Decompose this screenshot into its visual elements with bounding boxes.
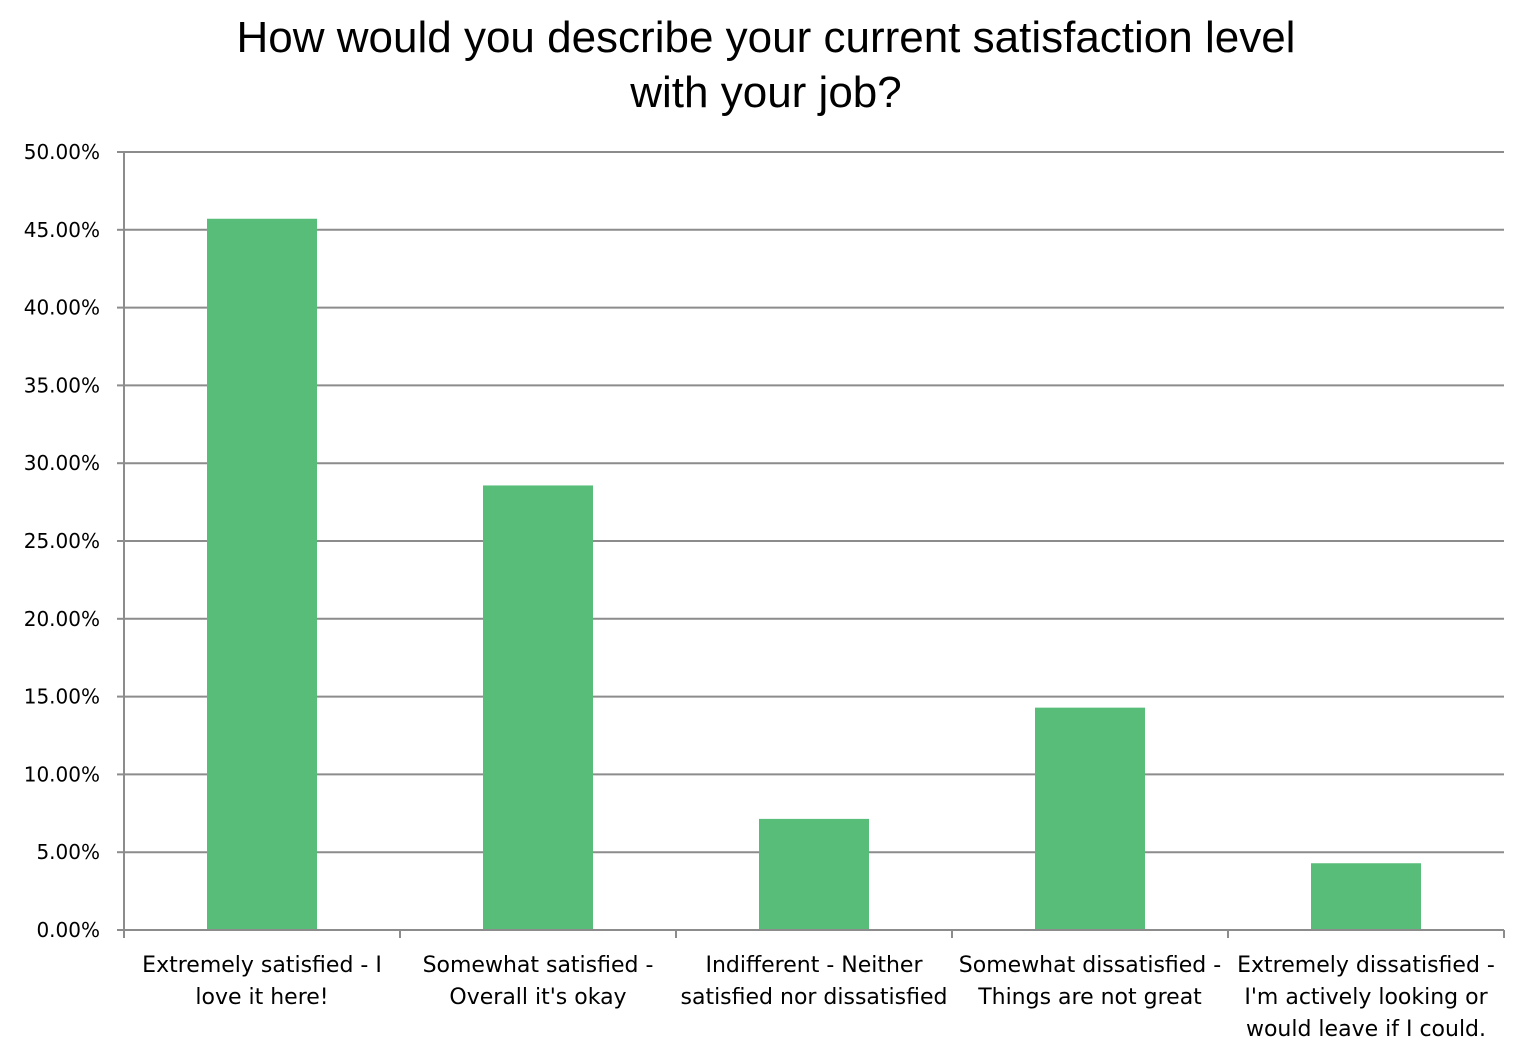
x-tick-label-line: satisfied nor dissatisfied <box>681 985 948 1010</box>
y-tick-label: 5.00% <box>36 840 100 864</box>
x-tick-label: Somewhat satisfied - Overall it's okay <box>423 953 654 1010</box>
bar <box>207 218 317 931</box>
x-tick-label-line: love it here! <box>195 985 328 1010</box>
x-tick-label-line: Things are not great <box>977 985 1202 1010</box>
x-tick-label-line: would leave if I could. <box>1246 1017 1486 1042</box>
gridlines <box>117 151 1504 931</box>
x-tick-label-line: Overall it's okay <box>449 985 626 1010</box>
bar <box>759 818 869 930</box>
x-tick-label: Somewhat dissatisfied - Things are not gr… <box>959 953 1221 1010</box>
x-tick-label-line: Extremely dissatisfied - <box>1237 953 1495 978</box>
bar <box>483 485 593 930</box>
y-tick-label: 50.00% <box>24 140 100 164</box>
x-tick-label-line: Extremely satisfied - I <box>142 953 382 978</box>
y-tick-label: 40.00% <box>24 296 100 320</box>
y-tick-label: 0.00% <box>36 918 100 942</box>
y-tick-label: 30.00% <box>24 451 100 475</box>
y-tick-label: 15.00% <box>24 685 100 709</box>
x-tick-label: Extremely satisfied - I love it here! <box>142 953 382 1010</box>
chart-title-line: with your job? <box>629 68 901 117</box>
x-tick-label-line: Somewhat dissatisfied - <box>959 953 1221 978</box>
y-tick-label: 45.00% <box>24 218 100 242</box>
x-tick-label-line: Indifferent - Neither <box>705 953 923 978</box>
x-tick-label-line: Somewhat satisfied - <box>423 953 654 978</box>
y-tick-label: 25.00% <box>24 529 100 553</box>
x-tick-label-line: I'm actively looking or <box>1244 985 1488 1010</box>
x-tick-label: Extremely dissatisfied - I'm actively loo… <box>1237 953 1495 1042</box>
chart-title: How would you describe your current sati… <box>237 13 1296 117</box>
y-tick-label: 10.00% <box>24 762 100 786</box>
y-tick-label: 20.00% <box>24 607 100 631</box>
bar <box>1035 707 1145 930</box>
bars <box>207 218 1421 931</box>
x-axis-tick-labels: Extremely satisfied - I love it here! Some… <box>142 953 1495 1042</box>
x-tick-label: Indifferent - Neither satisfied nor dissa… <box>681 953 948 1010</box>
chart-title-line: How would you describe your current sati… <box>237 13 1296 62</box>
y-axis-tick-labels: 0.00% 5.00% 10.00% 15.00% 20.00% 25.00% 30.00%… <box>24 140 100 942</box>
y-tick-label: 35.00% <box>24 373 100 397</box>
axes <box>123 152 1505 938</box>
bar <box>1311 863 1421 930</box>
